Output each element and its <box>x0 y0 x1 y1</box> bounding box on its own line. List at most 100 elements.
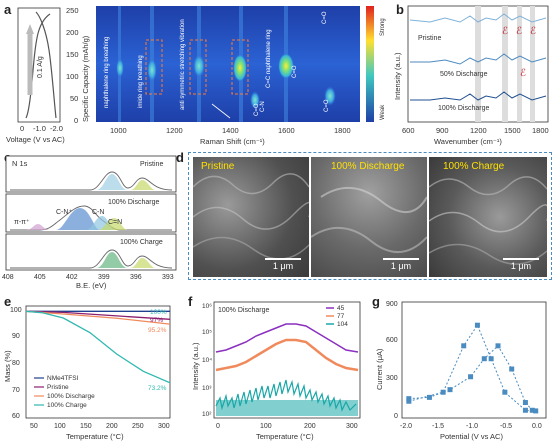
xtick: 1800 <box>334 126 351 135</box>
panel-c-svg: N 1s Pristine 100% Discharge 100% Charge… <box>2 155 177 290</box>
xtick: 250 <box>132 423 144 430</box>
annotation: imide ring breathing <box>138 55 144 108</box>
annotation-arrow <box>211 103 231 119</box>
xps-sub-label: 100% Charge <box>120 239 163 246</box>
heatmap-hotspot <box>233 54 247 82</box>
xtick: 200 <box>304 423 316 430</box>
panel-label-d: d <box>176 150 184 165</box>
panel-g-svg: Current (μA) 0 300 600 900 -2.0 -1.5 -1.… <box>375 301 547 441</box>
xlabel-c: B.E. (eV) <box>76 281 107 290</box>
cv-point <box>488 356 494 362</box>
xtick: 1400 <box>222 126 239 135</box>
co-label: C=O <box>324 99 330 112</box>
xtick: 900 <box>436 126 449 135</box>
gcd-frame <box>17 7 61 123</box>
gcd-xlabel: Voltage (V vs AC) <box>6 135 65 144</box>
cv-point <box>406 396 412 402</box>
heatmap-hotspot <box>116 58 124 78</box>
co-label: C=O <box>292 65 298 78</box>
ytick: 200 <box>66 28 79 37</box>
trace-pristine <box>409 13 547 23</box>
legend-label: 77 <box>337 313 345 320</box>
xtick: -2.0 <box>400 423 412 430</box>
ytick: 10⁶ <box>202 303 212 310</box>
trace-label: 100% Discharge <box>438 105 489 112</box>
xtick: 1500 <box>504 126 521 135</box>
panel-f: 100% Discharge 45 77 104 Intensity (a.u.… <box>186 294 366 442</box>
panel-d: Pristine 1 μm 100% Discharge 1 μm 100% C… <box>188 152 552 280</box>
xtick: 405 <box>34 274 46 281</box>
sem-image-discharge: 100% Discharge 1 μm <box>311 157 427 277</box>
co-label: C=O <box>254 103 260 116</box>
cv-point <box>481 356 487 362</box>
gcd-arrow-head <box>26 24 34 34</box>
tga-series-line <box>25 310 171 384</box>
xps-sub-label: 100% Discharge <box>108 199 159 206</box>
trace-77 <box>215 338 359 372</box>
cv-point <box>474 322 480 328</box>
ytick: 0 <box>74 116 78 125</box>
xtick: -1.0 <box>466 423 478 430</box>
band <box>502 6 508 122</box>
colorbar <box>366 6 374 122</box>
scale-bar: 1 μm <box>503 258 539 271</box>
trace-45 <box>215 323 359 353</box>
ylabel-f: Intensity (a.u.) <box>191 342 200 390</box>
legend-label: 100% Discharge <box>47 393 95 400</box>
heatmap-hotspot <box>193 54 205 78</box>
xtick: 1200 <box>470 126 487 135</box>
tga-series-line <box>25 310 171 320</box>
peak-label: C-N⁺ <box>56 209 72 216</box>
panel-e-svg: Mass (%) 60 70 80 90 100 50 100 150 200 … <box>3 305 171 441</box>
panel-a: 0.1 A/g 0 -1.0 -2.0 Voltage (V vs AC) 0 … <box>0 0 388 148</box>
panel-a-svg: 0.1 A/g 0 -1.0 -2.0 Voltage (V vs AC) 0 … <box>6 6 386 146</box>
xtick: 1000 <box>110 126 127 135</box>
trace-100 <box>410 91 547 101</box>
sem-texture <box>311 186 427 254</box>
ytick: 70 <box>12 387 20 394</box>
xtick: 0.0 <box>532 423 542 430</box>
ytick: 300 <box>386 375 398 382</box>
xlabel-e: Temperature (°C) <box>66 432 124 441</box>
colorbar-top: Strong <box>380 18 386 36</box>
co-label: C=O <box>322 11 328 24</box>
gcd-xtick: -1.0 <box>33 124 46 133</box>
cv-point <box>509 366 515 372</box>
xtick: 399 <box>98 274 110 281</box>
xps-peak <box>26 224 50 230</box>
xps-peak <box>96 252 128 268</box>
panel-b-svg: Pristine 50% Discharge 100% Discharge ℰ … <box>393 5 549 146</box>
xtick: 402 <box>66 274 78 281</box>
heatmap-hotspot <box>278 53 294 79</box>
cv-point <box>468 374 474 380</box>
sem-texture <box>429 176 547 265</box>
heatmap <box>96 6 360 122</box>
band <box>530 6 535 122</box>
sem-image-pristine: Pristine 1 μm <box>193 157 309 277</box>
legend-label: 45 <box>337 305 345 312</box>
xtick: 393 <box>162 274 174 281</box>
scale-bar: 1 μm <box>383 258 419 271</box>
molecule-glyph: ℰ <box>530 26 536 37</box>
xps-peak <box>56 208 100 230</box>
xtick: 396 <box>130 274 142 281</box>
legend-label: Pristine <box>47 384 69 391</box>
ytick: 10⁵ <box>202 329 212 336</box>
xtick: -0.5 <box>500 423 512 430</box>
cv-point <box>495 343 501 349</box>
band <box>475 6 481 122</box>
region-box <box>189 39 207 95</box>
tpd-title: 100% Discharge <box>218 307 269 314</box>
cv-points <box>406 322 539 414</box>
peak-label: C-N <box>92 209 104 216</box>
cv-point <box>406 398 412 404</box>
sem-texture <box>193 173 309 260</box>
xtick: 408 <box>2 274 14 281</box>
end-label: 100% <box>150 309 167 316</box>
xtick: 50 <box>30 423 38 430</box>
xps-title: N 1s <box>12 159 28 168</box>
cv-point <box>533 408 539 414</box>
peak-label: π-π⁺ <box>14 219 30 226</box>
scale-text: 1 μm <box>272 261 294 271</box>
ytick: 60 <box>12 413 20 420</box>
